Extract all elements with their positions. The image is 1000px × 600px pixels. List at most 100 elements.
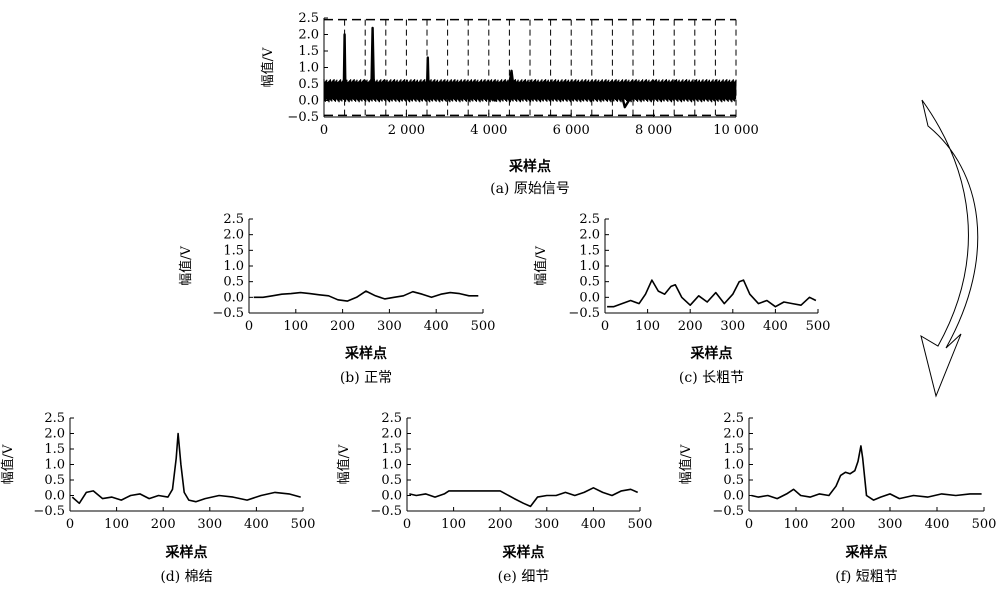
x-tick-label: 300 xyxy=(720,319,745,334)
x-tick-label: 500 xyxy=(972,517,997,532)
y-tick-label: −0.5 xyxy=(33,504,65,519)
x-tick-label: 6 000 xyxy=(553,123,590,138)
y-tick-label: 0.0 xyxy=(579,290,600,305)
x-tick-label: 200 xyxy=(330,319,355,334)
y-tick-label: −0.5 xyxy=(212,306,244,321)
series-line xyxy=(409,486,639,508)
y-tick-label: 0.5 xyxy=(579,275,600,290)
y-tick-label: 0.5 xyxy=(723,473,744,488)
chart-b: −0.50.00.51.01.52.02.5 0 100 200 300 400 500 幅值… xyxy=(178,212,495,386)
x-tick-label: 0 xyxy=(601,319,609,334)
chart-e: −0.50.00.51.01.52.02.5 0 100 200 300 400 500 幅值… xyxy=(336,411,652,585)
x-axis-label: 采样点 xyxy=(508,158,551,175)
y-tick-label: 2.0 xyxy=(223,228,244,243)
y-tick-label: 1.0 xyxy=(44,458,65,473)
y-tick-label: 2.5 xyxy=(298,11,319,26)
panel-caption: (d) 棉结 xyxy=(160,568,212,585)
y-tick-label: −0.5 xyxy=(712,504,744,519)
x-tick-label: 200 xyxy=(678,319,703,334)
y-tick-label: 1.5 xyxy=(44,442,65,457)
x-tick-label: 200 xyxy=(831,517,856,532)
x-tick-label: 300 xyxy=(197,517,222,532)
x-tick-label: 0 xyxy=(66,517,74,532)
y-tick-label: 0.5 xyxy=(223,275,244,290)
y-axis-label: 幅值/V xyxy=(0,444,16,484)
y-tick-label: 0.0 xyxy=(723,489,744,504)
x-tick-label: 100 xyxy=(441,517,466,532)
x-tick-label: 500 xyxy=(628,517,653,532)
y-tick-label: 2.0 xyxy=(298,28,319,43)
y-tick-label: 2.0 xyxy=(44,427,65,442)
y-tick-label: 2.0 xyxy=(381,427,402,442)
x-tick-label: 0 xyxy=(745,517,753,532)
y-tick-label: −0.5 xyxy=(370,504,402,519)
x-axis-label: 采样点 xyxy=(344,345,387,362)
y-tick-label: 2.0 xyxy=(723,427,744,442)
y-tick-label: 1.5 xyxy=(579,243,600,258)
panel-caption: (b) 正常 xyxy=(340,370,392,386)
y-tick-label: 1.5 xyxy=(298,44,319,59)
x-axis-label: 采样点 xyxy=(845,544,888,561)
x-tick-label: 4 000 xyxy=(470,123,507,138)
panel-caption: (c) 长粗节 xyxy=(679,370,744,386)
series-line xyxy=(323,26,736,109)
x-tick-label: 0 xyxy=(245,319,253,334)
series-line xyxy=(607,279,817,308)
y-tick-label: 2.5 xyxy=(579,212,600,227)
y-tick-label: 1.5 xyxy=(223,243,244,258)
y-tick-label: 2.5 xyxy=(723,411,744,426)
x-tick-label: 2 000 xyxy=(388,123,425,138)
y-tick-label: 0.0 xyxy=(381,489,402,504)
y-tick-label: 2.5 xyxy=(44,411,65,426)
x-tick-label: 200 xyxy=(488,517,513,532)
y-tick-label: 1.5 xyxy=(723,442,744,457)
chart-c: −0.50.00.51.01.52.02.5 0 100 200 300 400 500 幅值… xyxy=(533,212,830,386)
series-line xyxy=(253,290,479,302)
y-tick-label: 1.0 xyxy=(381,458,402,473)
series-line xyxy=(751,445,982,501)
x-tick-label: 10 000 xyxy=(713,123,759,138)
x-axis-label: 采样点 xyxy=(165,544,208,561)
chart-d: −0.50.00.51.01.52.02.5 0 100 200 300 400 500 幅值… xyxy=(0,411,315,585)
x-tick-label: 400 xyxy=(244,517,269,532)
x-tick-label: 100 xyxy=(635,319,660,334)
y-tick-label: 1.5 xyxy=(381,442,402,457)
signal-band xyxy=(323,79,737,103)
x-tick-label: 200 xyxy=(151,517,176,532)
x-tick-label: 100 xyxy=(283,319,308,334)
x-tick-label: 500 xyxy=(471,319,496,334)
series-line xyxy=(71,432,301,505)
x-tick-label: 0 xyxy=(403,517,411,532)
y-tick-label: 2.0 xyxy=(579,228,600,243)
x-tick-label: 400 xyxy=(424,319,449,334)
panel-caption: (f) 短粗节 xyxy=(835,569,898,585)
x-tick-label: 100 xyxy=(104,517,129,532)
y-tick-label: 1.0 xyxy=(723,458,744,473)
x-tick-label: 300 xyxy=(878,517,903,532)
y-axis-label: 幅值/V xyxy=(678,444,694,484)
panel-caption: (a) 原始信号 xyxy=(490,181,570,197)
x-tick-label: 300 xyxy=(377,319,402,334)
x-tick-label: 400 xyxy=(581,517,606,532)
x-axis-label: 采样点 xyxy=(502,544,545,561)
chart-a: −0.50.0 0.51.0 1.52.0 2.5 0 2 000 4 000 6 000 8 … xyxy=(260,11,759,197)
y-axis-label: 幅值/V xyxy=(533,246,549,286)
flow-arrow xyxy=(920,99,979,398)
y-tick-label: 0.5 xyxy=(298,77,319,92)
x-tick-label: 100 xyxy=(784,517,809,532)
x-tick-label: 8 000 xyxy=(635,123,672,138)
y-axis-label: 幅值/V xyxy=(178,246,194,286)
y-tick-label: 0.0 xyxy=(44,489,65,504)
panel-caption: (e) 细节 xyxy=(498,569,550,585)
x-tick-label: 400 xyxy=(763,319,788,334)
y-tick-label: 0.5 xyxy=(44,473,65,488)
chart-f: −0.50.00.51.01.52.02.5 0 100 200 300 400 500 幅值… xyxy=(678,411,996,585)
x-tick-label: 500 xyxy=(291,517,316,532)
y-tick-label: −0.5 xyxy=(287,110,319,125)
y-tick-label: −0.5 xyxy=(568,306,600,321)
y-tick-label: 2.5 xyxy=(223,212,244,227)
x-axis-label: 采样点 xyxy=(690,345,733,362)
x-tick-label: 400 xyxy=(925,517,950,532)
y-tick-label: 0.0 xyxy=(298,94,319,109)
